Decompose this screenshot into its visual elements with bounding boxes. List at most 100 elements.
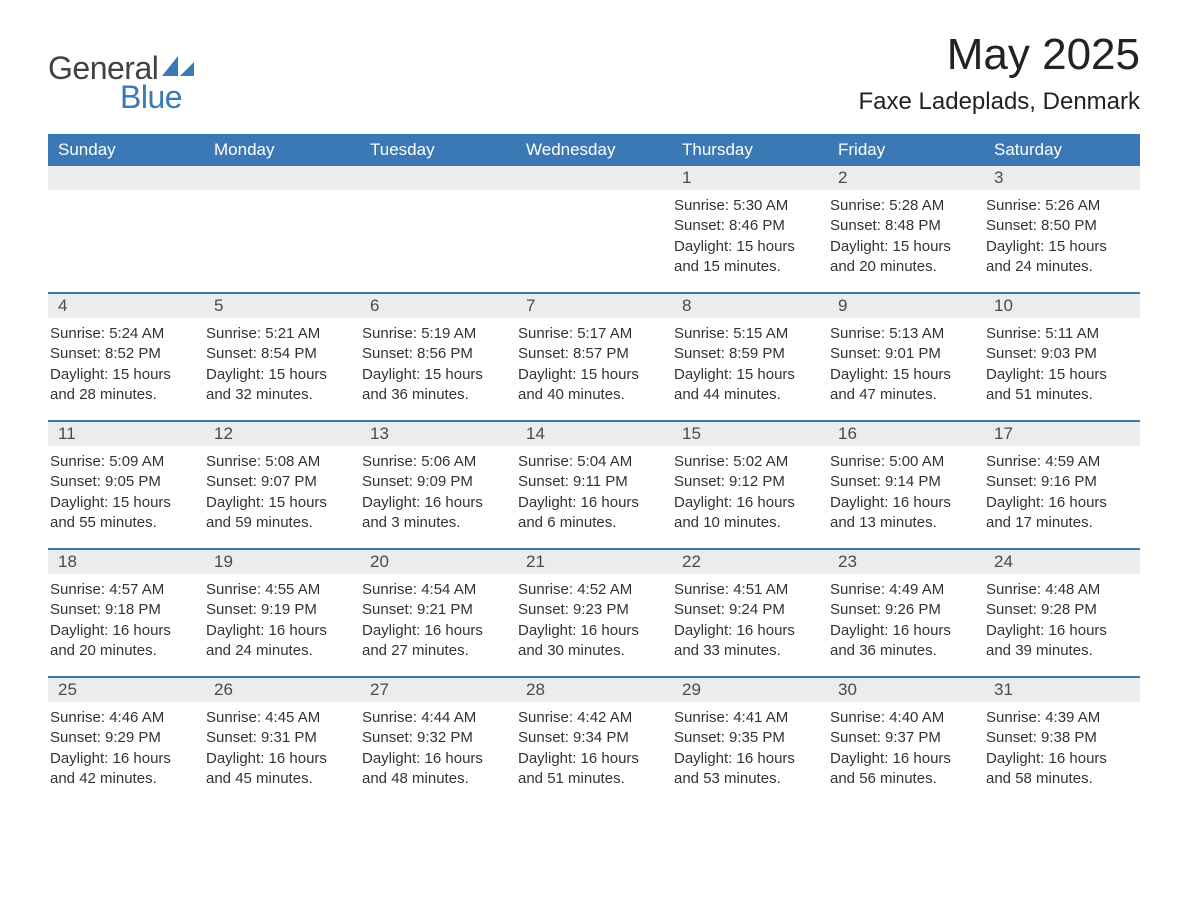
day-body: Sunrise: 5:13 AMSunset: 9:01 PMDaylight:… bbox=[828, 318, 984, 415]
day-daylight1: Daylight: 16 hours bbox=[986, 621, 1130, 641]
day-sunset: Sunset: 9:07 PM bbox=[206, 472, 350, 492]
day-cell: 16Sunrise: 5:00 AMSunset: 9:14 PMDayligh… bbox=[828, 422, 984, 548]
day-cell: 11 Sunrise: 5:09 AMSunset: 9:05 PMDayligh… bbox=[48, 422, 204, 548]
day-number: 25 bbox=[48, 678, 204, 702]
empty-day-number bbox=[360, 166, 516, 190]
day-daylight2: and 28 minutes. bbox=[50, 385, 194, 405]
day-sunrise: Sunrise: 4:45 AM bbox=[206, 708, 350, 728]
day-daylight1: Daylight: 15 hours bbox=[674, 365, 818, 385]
day-cell: 25Sunrise: 4:46 AMSunset: 9:29 PMDayligh… bbox=[48, 678, 204, 804]
day-sunrise: Sunrise: 5:13 AM bbox=[830, 324, 974, 344]
day-number: 11 bbox=[48, 422, 204, 446]
day-sunrise: Sunrise: 5:02 AM bbox=[674, 452, 818, 472]
day-daylight1: Daylight: 15 hours bbox=[986, 237, 1130, 257]
day-daylight2: and 10 minutes. bbox=[674, 513, 818, 533]
day-body: Sunrise: 4:49 AMSunset: 9:26 PMDaylight:… bbox=[828, 574, 984, 671]
dow-cell: Monday bbox=[204, 134, 360, 166]
day-number: 1 bbox=[672, 166, 828, 190]
day-number: 2 bbox=[828, 166, 984, 190]
day-body: Sunrise: 5:21 AMSunset: 8:54 PMDaylight:… bbox=[204, 318, 360, 415]
day-sunset: Sunset: 9:28 PM bbox=[986, 600, 1130, 620]
day-sunset: Sunset: 9:29 PM bbox=[50, 728, 194, 748]
week-row: 1Sunrise: 5:30 AMSunset: 8:46 PMDaylight… bbox=[48, 166, 1140, 292]
day-sunrise: Sunrise: 4:42 AM bbox=[518, 708, 662, 728]
day-sunset: Sunset: 9:05 PM bbox=[50, 472, 194, 492]
day-body: Sunrise: 4:41 AMSunset: 9:35 PMDaylight:… bbox=[672, 702, 828, 799]
day-daylight2: and 36 minutes. bbox=[830, 641, 974, 661]
day-number: 7 bbox=[516, 294, 672, 318]
day-number: 28 bbox=[516, 678, 672, 702]
day-cell: 21Sunrise: 4:52 AMSunset: 9:23 PMDayligh… bbox=[516, 550, 672, 676]
day-sunset: Sunset: 9:12 PM bbox=[674, 472, 818, 492]
day-daylight2: and 44 minutes. bbox=[674, 385, 818, 405]
day-daylight1: Daylight: 15 hours bbox=[518, 365, 662, 385]
day-cell: 9Sunrise: 5:13 AMSunset: 9:01 PMDaylight… bbox=[828, 294, 984, 420]
day-sunset: Sunset: 9:19 PM bbox=[206, 600, 350, 620]
day-number: 18 bbox=[48, 550, 204, 574]
day-number: 9 bbox=[828, 294, 984, 318]
day-sunrise: Sunrise: 5:19 AM bbox=[362, 324, 506, 344]
day-cell: 18Sunrise: 4:57 AMSunset: 9:18 PMDayligh… bbox=[48, 550, 204, 676]
day-sunrise: Sunrise: 4:59 AM bbox=[986, 452, 1130, 472]
day-sunset: Sunset: 9:37 PM bbox=[830, 728, 974, 748]
empty-day-number bbox=[204, 166, 360, 190]
day-number: 15 bbox=[672, 422, 828, 446]
day-daylight1: Daylight: 16 hours bbox=[830, 493, 974, 513]
day-number: 27 bbox=[360, 678, 516, 702]
day-cell: 15 Sunrise: 5:02 AMSunset: 9:12 PMDayligh… bbox=[672, 422, 828, 548]
day-cell bbox=[48, 166, 204, 292]
day-cell bbox=[204, 166, 360, 292]
day-sunrise: Sunrise: 4:52 AM bbox=[518, 580, 662, 600]
day-daylight1: Daylight: 15 hours bbox=[50, 493, 194, 513]
day-body: Sunrise: 4:52 AMSunset: 9:23 PMDaylight:… bbox=[516, 574, 672, 671]
day-body: Sunrise: 4:55 AMSunset: 9:19 PMDaylight:… bbox=[204, 574, 360, 671]
day-number: 6 bbox=[360, 294, 516, 318]
day-sunrise: Sunrise: 4:41 AM bbox=[674, 708, 818, 728]
day-daylight1: Daylight: 16 hours bbox=[50, 621, 194, 641]
day-cell: 26Sunrise: 4:45 AMSunset: 9:31 PMDayligh… bbox=[204, 678, 360, 804]
day-sunrise: Sunrise: 4:49 AM bbox=[830, 580, 974, 600]
day-sunset: Sunset: 9:14 PM bbox=[830, 472, 974, 492]
day-sunset: Sunset: 9:09 PM bbox=[362, 472, 506, 492]
day-cell: 30Sunrise: 4:40 AMSunset: 9:37 PMDayligh… bbox=[828, 678, 984, 804]
day-sunrise: Sunrise: 5:08 AM bbox=[206, 452, 350, 472]
day-daylight2: and 33 minutes. bbox=[674, 641, 818, 661]
week-row: 25Sunrise: 4:46 AMSunset: 9:29 PMDayligh… bbox=[48, 676, 1140, 804]
day-cell: 29Sunrise: 4:41 AMSunset: 9:35 PMDayligh… bbox=[672, 678, 828, 804]
day-daylight1: Daylight: 16 hours bbox=[518, 749, 662, 769]
dow-cell: Thursday bbox=[672, 134, 828, 166]
day-daylight1: Daylight: 16 hours bbox=[362, 493, 506, 513]
day-cell: 23Sunrise: 4:49 AMSunset: 9:26 PMDayligh… bbox=[828, 550, 984, 676]
dow-cell: Saturday bbox=[984, 134, 1140, 166]
day-cell: 2Sunrise: 5:28 AMSunset: 8:48 PMDaylight… bbox=[828, 166, 984, 292]
day-sunrise: Sunrise: 5:17 AM bbox=[518, 324, 662, 344]
day-daylight1: Daylight: 15 hours bbox=[986, 365, 1130, 385]
day-sunset: Sunset: 9:23 PM bbox=[518, 600, 662, 620]
day-sunrise: Sunrise: 5:09 AM bbox=[50, 452, 194, 472]
day-sunrise: Sunrise: 4:39 AM bbox=[986, 708, 1130, 728]
day-daylight2: and 39 minutes. bbox=[986, 641, 1130, 661]
day-daylight2: and 20 minutes. bbox=[50, 641, 194, 661]
day-cell: 27Sunrise: 4:44 AMSunset: 9:32 PMDayligh… bbox=[360, 678, 516, 804]
day-number: 17 bbox=[984, 422, 1140, 446]
day-cell: 12Sunrise: 5:08 AMSunset: 9:07 PMDayligh… bbox=[204, 422, 360, 548]
day-sunset: Sunset: 9:35 PM bbox=[674, 728, 818, 748]
day-sunrise: Sunrise: 4:55 AM bbox=[206, 580, 350, 600]
day-sunset: Sunset: 9:16 PM bbox=[986, 472, 1130, 492]
day-daylight1: Daylight: 16 hours bbox=[206, 749, 350, 769]
day-cell: 6Sunrise: 5:19 AMSunset: 8:56 PMDaylight… bbox=[360, 294, 516, 420]
day-body: Sunrise: 4:40 AMSunset: 9:37 PMDaylight:… bbox=[828, 702, 984, 799]
day-sunrise: Sunrise: 4:40 AM bbox=[830, 708, 974, 728]
empty-day-number bbox=[48, 166, 204, 190]
day-sunset: Sunset: 8:56 PM bbox=[362, 344, 506, 364]
day-daylight1: Daylight: 16 hours bbox=[674, 493, 818, 513]
day-number: 22 bbox=[672, 550, 828, 574]
day-daylight2: and 51 minutes. bbox=[518, 769, 662, 789]
day-body: Sunrise: 5:17 AMSunset: 8:57 PMDaylight:… bbox=[516, 318, 672, 415]
day-daylight2: and 47 minutes. bbox=[830, 385, 974, 405]
day-daylight2: and 59 minutes. bbox=[206, 513, 350, 533]
day-number: 21 bbox=[516, 550, 672, 574]
day-number: 23 bbox=[828, 550, 984, 574]
day-number: 8 bbox=[672, 294, 828, 318]
day-body: Sunrise: 5:08 AMSunset: 9:07 PMDaylight:… bbox=[204, 446, 360, 543]
